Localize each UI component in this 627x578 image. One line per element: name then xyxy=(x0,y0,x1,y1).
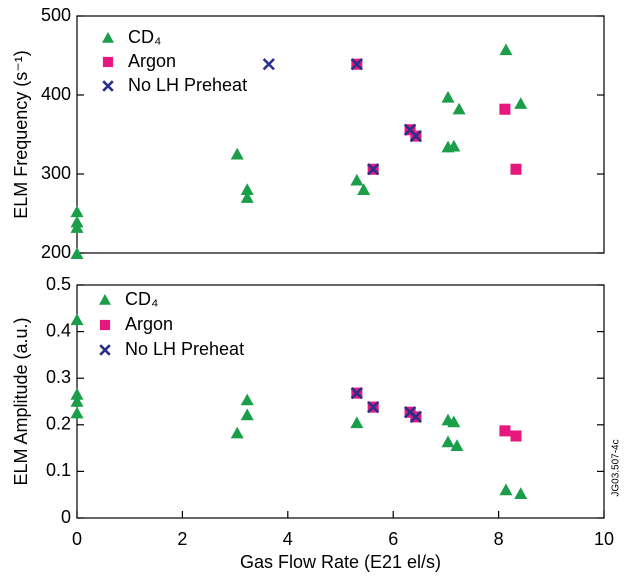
point xyxy=(240,183,254,195)
y-tick-label: 0.1 xyxy=(46,460,71,480)
y-tick-label: 300 xyxy=(41,163,71,183)
point xyxy=(499,483,513,496)
point xyxy=(367,163,380,176)
x-tick-label: 4 xyxy=(283,529,293,549)
point xyxy=(70,313,84,326)
side-note: JG03.507-4c xyxy=(611,439,622,496)
point xyxy=(447,139,461,152)
point xyxy=(230,426,244,439)
point xyxy=(499,425,511,437)
x-tick-label: 2 xyxy=(177,529,187,549)
y-tick-label: 200 xyxy=(41,242,71,262)
point xyxy=(240,393,254,406)
x-axis-label: Gas Flow Rate (E21 el/s) xyxy=(240,552,441,572)
x-tick-label: 10 xyxy=(594,529,614,549)
point xyxy=(70,221,84,233)
legend-label: No LH Preheat xyxy=(125,339,244,359)
legend-marker xyxy=(99,294,111,305)
legend-marker xyxy=(102,80,114,92)
point xyxy=(409,410,422,423)
point xyxy=(499,103,511,115)
point xyxy=(350,58,363,71)
y-tick-label: 0 xyxy=(61,507,71,527)
point xyxy=(230,147,244,160)
y-tick-label: 0.5 xyxy=(46,274,71,294)
point xyxy=(240,408,254,421)
point xyxy=(70,395,84,407)
point xyxy=(70,406,84,419)
legend-marker xyxy=(102,32,114,43)
point xyxy=(350,416,364,429)
y-tick-label: 0.3 xyxy=(46,367,71,387)
point xyxy=(510,430,522,442)
y-tick-label: 500 xyxy=(41,5,71,25)
point xyxy=(441,435,455,448)
x-tick-label: 8 xyxy=(494,529,504,549)
point xyxy=(357,183,371,195)
point xyxy=(409,129,422,143)
point xyxy=(514,97,528,109)
point xyxy=(70,388,84,400)
legend-label: No LH Preheat xyxy=(128,75,247,95)
point xyxy=(441,90,455,103)
point xyxy=(452,102,466,115)
y-axis-label: ELM Frequency (s⁻¹) xyxy=(11,50,31,219)
legend-label: CD₄ xyxy=(128,27,161,47)
legend-marker xyxy=(99,344,111,356)
point xyxy=(447,415,461,428)
x-tick-label: 6 xyxy=(388,529,398,549)
point xyxy=(240,191,254,203)
point xyxy=(450,439,464,451)
point xyxy=(350,386,363,400)
legend-marker xyxy=(99,319,111,331)
legend-marker xyxy=(102,56,114,68)
x-tick-label: 0 xyxy=(72,529,82,549)
legend-label: CD₄ xyxy=(125,289,158,309)
point xyxy=(367,400,380,414)
point xyxy=(262,58,275,71)
point xyxy=(350,173,364,186)
y-tick-label: 0.4 xyxy=(46,320,71,340)
point xyxy=(510,163,522,175)
point xyxy=(70,247,84,259)
point xyxy=(514,487,528,499)
y-axis-label: ELM Amplitude (a.u.) xyxy=(11,317,31,485)
legend-label: Argon xyxy=(125,314,173,334)
legend-label: Argon xyxy=(128,51,176,71)
y-tick-label: 400 xyxy=(41,84,71,104)
plot-frame xyxy=(76,15,605,254)
point xyxy=(70,205,84,218)
point xyxy=(499,43,513,56)
y-tick-label: 0.2 xyxy=(46,414,71,434)
